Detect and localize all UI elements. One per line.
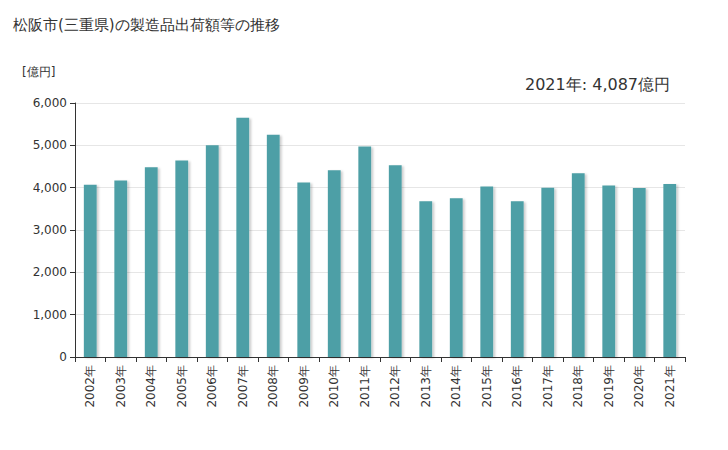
svg-text:2019年: 2019年 bbox=[602, 365, 616, 408]
svg-text:2012年: 2012年 bbox=[388, 365, 402, 408]
svg-text:2,000: 2,000 bbox=[33, 265, 67, 279]
svg-text:2014年: 2014年 bbox=[449, 365, 463, 408]
svg-text:2021年: 2021年 bbox=[663, 365, 677, 408]
svg-text:2009年: 2009年 bbox=[297, 365, 311, 408]
svg-text:2015年: 2015年 bbox=[480, 365, 494, 408]
svg-text:2005年: 2005年 bbox=[175, 365, 189, 408]
svg-text:2007年: 2007年 bbox=[236, 365, 250, 408]
svg-text:2017年: 2017年 bbox=[541, 365, 555, 408]
svg-text:2002年: 2002年 bbox=[83, 365, 97, 408]
svg-text:2020年: 2020年 bbox=[632, 365, 646, 408]
svg-text:2003年: 2003年 bbox=[114, 365, 128, 408]
svg-text:2006年: 2006年 bbox=[205, 365, 219, 408]
svg-text:5,000: 5,000 bbox=[33, 138, 67, 152]
svg-text:0: 0 bbox=[59, 350, 67, 364]
svg-text:[億円]: [億円] bbox=[22, 65, 55, 79]
svg-text:1,000: 1,000 bbox=[33, 308, 67, 322]
svg-text:2016年: 2016年 bbox=[510, 365, 524, 408]
svg-text:2013年: 2013年 bbox=[419, 365, 433, 408]
svg-text:松阪市(三重県)の製造品出荷額等の推移: 松阪市(三重県)の製造品出荷額等の推移 bbox=[13, 16, 280, 34]
svg-text:2021年: 4,087億円: 2021年: 4,087億円 bbox=[525, 75, 670, 94]
svg-text:4,000: 4,000 bbox=[33, 181, 67, 195]
svg-text:2008年: 2008年 bbox=[266, 365, 280, 408]
svg-text:2018年: 2018年 bbox=[571, 365, 585, 408]
svg-text:6,000: 6,000 bbox=[33, 96, 67, 110]
svg-text:3,000: 3,000 bbox=[33, 223, 67, 237]
svg-text:2010年: 2010年 bbox=[327, 365, 341, 408]
svg-text:2011年: 2011年 bbox=[358, 365, 372, 408]
svg-text:2004年: 2004年 bbox=[144, 365, 158, 408]
